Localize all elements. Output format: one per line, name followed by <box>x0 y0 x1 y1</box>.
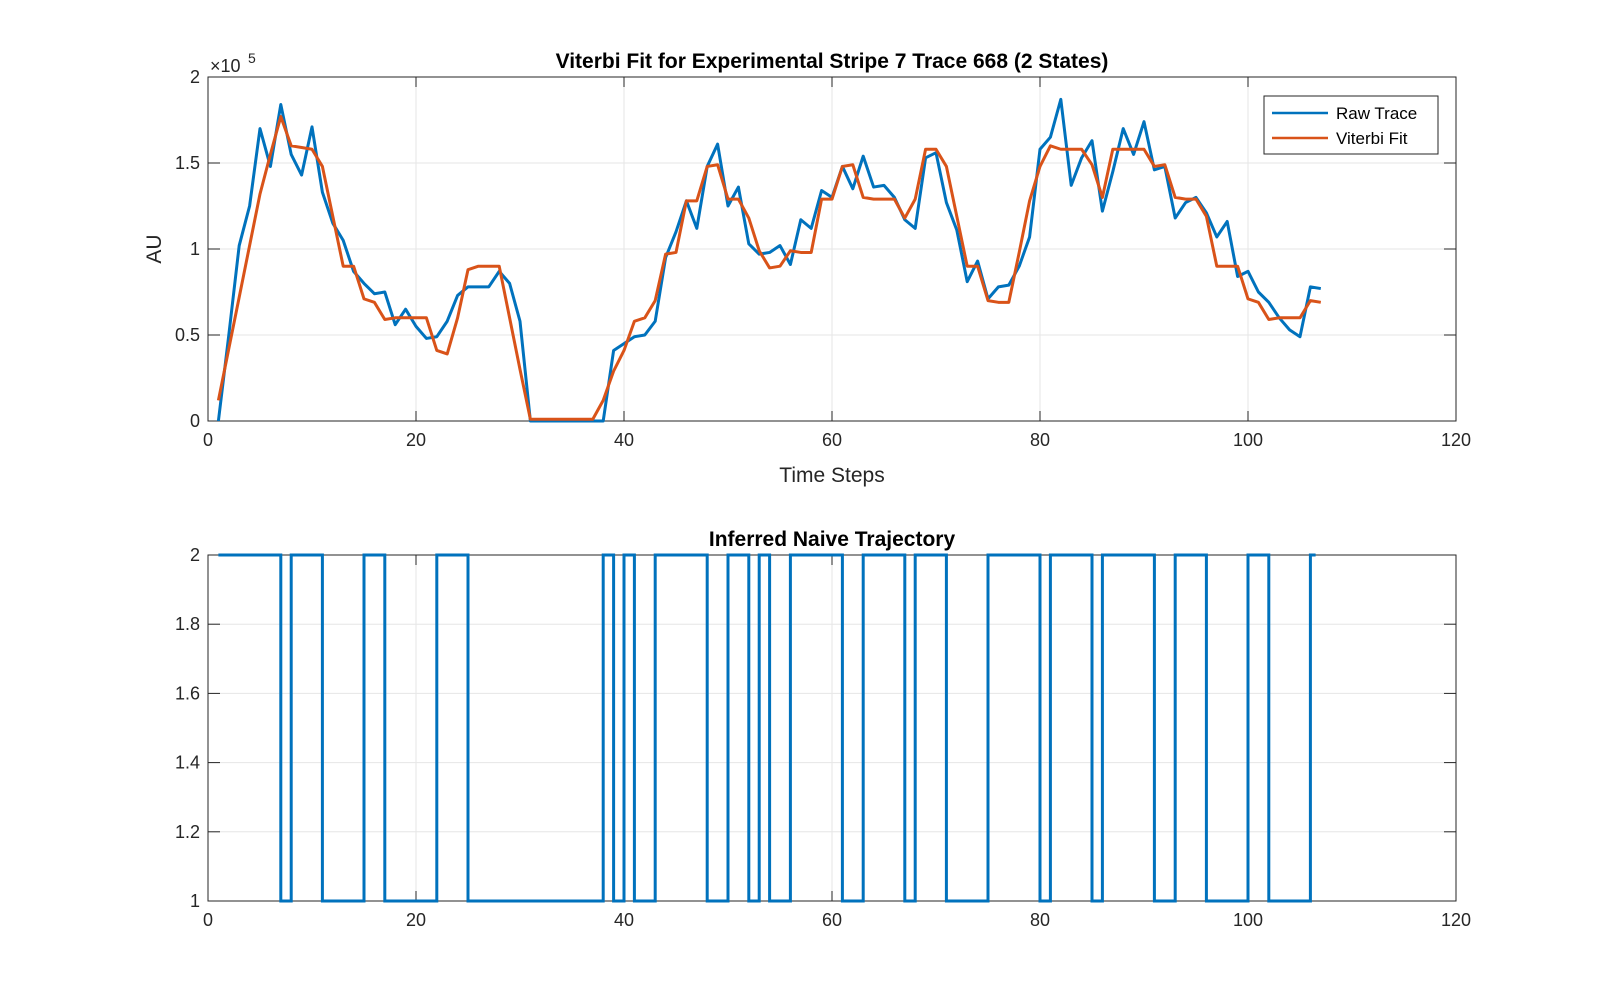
viterbi-fit-y-tick-label: 1.5 <box>175 153 200 173</box>
viterbi-fit-x-tick-label: 60 <box>822 430 842 450</box>
viterbi-fit-x-tick-label: 40 <box>614 430 634 450</box>
state-trajectory-line <box>218 553 1316 903</box>
viterbi-fit-x-tick-label: 20 <box>406 430 426 450</box>
trajectory-y-tick-label: 1 <box>190 891 200 911</box>
y-exponent-base: ×10 <box>210 56 241 76</box>
trajectory-y-tick-label: 1.8 <box>175 614 200 634</box>
x-axis-title: Time Steps <box>779 464 884 487</box>
trajectory-y-tick-label: 2 <box>190 545 200 565</box>
trajectory-x-tick-label: 20 <box>406 910 426 930</box>
y-exponent-label: ×10 5 <box>210 50 256 76</box>
viterbi-fit-y-tick-label: 1 <box>190 239 200 259</box>
viterbi-fit-x-tick-label: 100 <box>1233 430 1263 450</box>
legend-label-raw-trace: Raw Trace <box>1336 104 1417 123</box>
trajectory-x-tick-label: 60 <box>822 910 842 930</box>
viterbi-fit-x-tick-label: 120 <box>1441 430 1471 450</box>
viterbi-fit-series <box>216 97 1322 423</box>
trajectory-x-tick-label: 0 <box>203 910 213 930</box>
viterbi-fit-axes: 0 20 40 60 80 100 120 0 0.5 1 1.5 2 Viterbi Fit for… <box>143 50 1471 487</box>
trajectory-title: Inferred Naive Trajectory <box>709 528 956 551</box>
plot-title: Viterbi Fit for Experimental Stripe 7 Tr… <box>556 50 1109 73</box>
trajectory-y-tick-label: 1.4 <box>175 753 200 773</box>
viterbi-fit-x-tick-label: 80 <box>1030 430 1050 450</box>
legend: Raw Trace Viterbi Fit <box>1263 95 1439 155</box>
viterbi-fit-y-tick-label: 0.5 <box>175 325 200 345</box>
viterbi-fit-ticks: 0 20 40 60 80 100 120 0 0.5 1 1.5 2 <box>175 67 1471 450</box>
viterbi-fit-x-tick-label: 0 <box>203 430 213 450</box>
series-line-viterbi-fit <box>216 115 1322 421</box>
trajectory-y-tick-label: 1.2 <box>175 822 200 842</box>
trajectory-x-tick-label: 80 <box>1030 910 1050 930</box>
trajectory-x-tick-label: 40 <box>614 910 634 930</box>
trajectory-x-tick-label: 120 <box>1441 910 1471 930</box>
trajectory-axes: 0 20 40 60 80 100 120 1 1.2 1.4 1.6 1.8 2 Inferred N… <box>175 528 1471 930</box>
legend-box <box>1263 95 1439 155</box>
viterbi-fit-y-tick-label: 2 <box>190 67 200 87</box>
y-axis-title: AU <box>143 234 166 263</box>
trajectory-y-tick-label: 1.6 <box>175 683 200 703</box>
viterbi-fit-y-tick-label: 0 <box>190 411 200 431</box>
trajectory-ticks: 0 20 40 60 80 100 120 1 1.2 1.4 1.6 1.8 2 <box>175 545 1471 930</box>
legend-label-viterbi-fit: Viterbi Fit <box>1336 129 1408 148</box>
series-line-raw-trace <box>216 97 1322 423</box>
trajectory-x-tick-label: 100 <box>1233 910 1263 930</box>
y-exponent-power: 5 <box>248 50 256 66</box>
trajectory-series <box>218 553 1316 903</box>
